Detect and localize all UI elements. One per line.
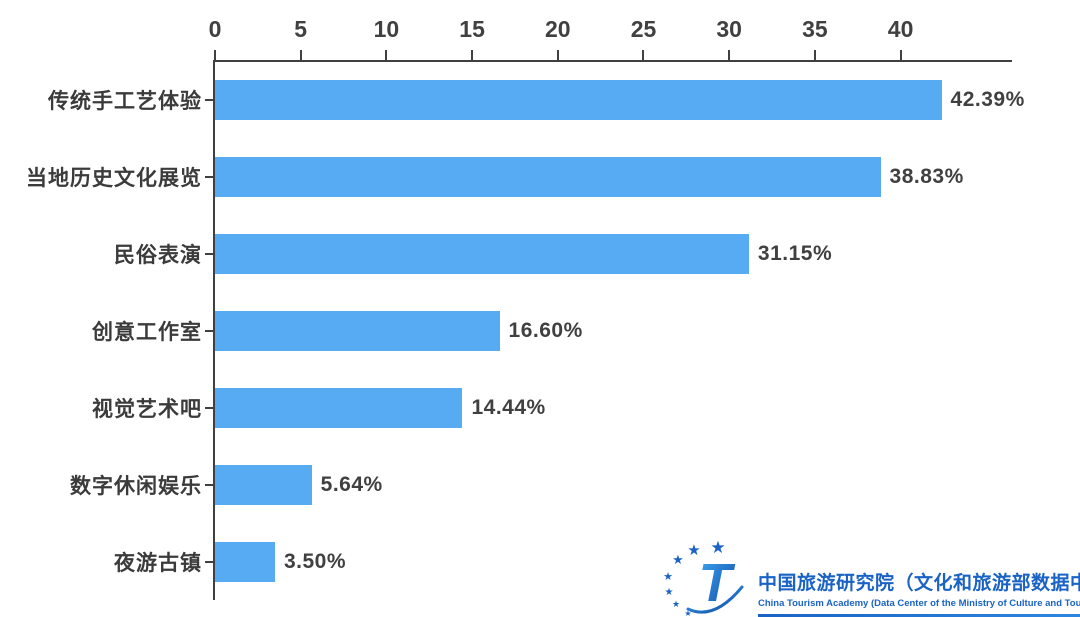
category-label: 视觉艺术吧	[92, 397, 202, 421]
x-axis-tick-label: 35	[802, 16, 828, 42]
category-label: 创意工作室	[92, 321, 202, 344]
bar	[215, 234, 749, 275]
x-axis-tick	[556, 50, 559, 60]
x-axis-line	[215, 60, 1012, 62]
logo-swoosh	[686, 585, 744, 614]
bar	[215, 311, 500, 351]
category-label: 当地历史文化展览	[26, 167, 202, 191]
y-axis-tick	[205, 483, 213, 486]
star-icon: ★	[684, 609, 691, 617]
value-label: 42.39%	[950, 88, 1025, 112]
x-axis-tick-label: 25	[630, 16, 657, 42]
logo-name-zh: 中国旅游研究院（文化和旅游部数据中心）	[758, 573, 1080, 594]
x-axis-tick-label: 0	[208, 16, 222, 42]
x-axis-tick-label: 40	[887, 16, 914, 42]
x-axis-tick-label: 10	[373, 16, 400, 42]
star-icon: ★	[687, 541, 700, 559]
x-axis-tick	[214, 50, 216, 60]
value-label: 14.44%	[471, 395, 546, 419]
bar	[215, 464, 312, 505]
logo-name-en: China Tourism Academy (Data Center of th…	[758, 598, 1080, 609]
star-icon: ★	[663, 570, 673, 583]
x-axis-tick	[728, 50, 731, 60]
star-icon: ★	[710, 541, 725, 558]
value-label: 38.83%	[889, 165, 964, 189]
x-axis-tick	[299, 50, 302, 60]
y-axis-tick	[205, 560, 213, 563]
x-axis-tick-label: 20	[544, 16, 571, 42]
value-label: 31.15%	[757, 242, 833, 266]
x-axis-tick	[385, 50, 388, 60]
star-icon: ★	[672, 600, 680, 610]
y-axis-tick	[205, 99, 213, 102]
category-label: 数字休闲娱乐	[70, 474, 202, 498]
category-label: 传统手工艺体验	[48, 90, 202, 114]
logo-emblem-icon: ★ ★ ★ ★ ★ ★ ★ T	[663, 541, 744, 617]
y-axis-tick	[205, 406, 213, 409]
category-label: 民俗表演	[114, 244, 202, 268]
bar	[215, 541, 275, 582]
bar	[215, 80, 942, 121]
y-axis-tick	[205, 330, 213, 332]
x-axis-tick-label: 15	[459, 16, 485, 42]
x-axis-tick-label: 30	[716, 16, 742, 42]
star-arc: ★ ★ ★ ★ ★ ★ ★	[663, 541, 726, 617]
bar	[215, 157, 881, 198]
x-axis-tick	[642, 50, 645, 60]
star-icon: ★	[672, 553, 684, 568]
value-label: 5.64%	[320, 472, 383, 496]
x-axis-tick	[813, 50, 816, 60]
bar-chart-plot-area: 0 5 10 15 20 25 30 35 40 传统手工艺体验 42.39% 当地历史文化展览 38.…	[26, 16, 1024, 600]
x-axis-tick-label: 5	[294, 16, 308, 42]
category-label: 夜游古镇	[114, 551, 202, 575]
logo-underline	[758, 614, 1080, 617]
logo-text-block: 中国旅游研究院（文化和旅游部数据中心） China Tourism Academ…	[758, 548, 1080, 609]
x-axis-tick	[899, 50, 902, 60]
x-axis-tick	[471, 50, 474, 60]
y-axis-tick	[205, 176, 213, 179]
logo-letter-t: T	[699, 553, 736, 613]
value-label: 3.50%	[283, 549, 347, 573]
y-axis-tick	[205, 253, 213, 256]
y-axis-line	[213, 60, 215, 600]
star-icon: ★	[665, 587, 674, 598]
value-label: 16.60%	[508, 319, 583, 342]
bar	[215, 387, 463, 428]
china-tourism-academy-logo: ★ ★ ★ ★ ★ ★ ★ T 中国旅游研究院（文化和旅游部数据中心） Chin…	[658, 540, 1080, 617]
